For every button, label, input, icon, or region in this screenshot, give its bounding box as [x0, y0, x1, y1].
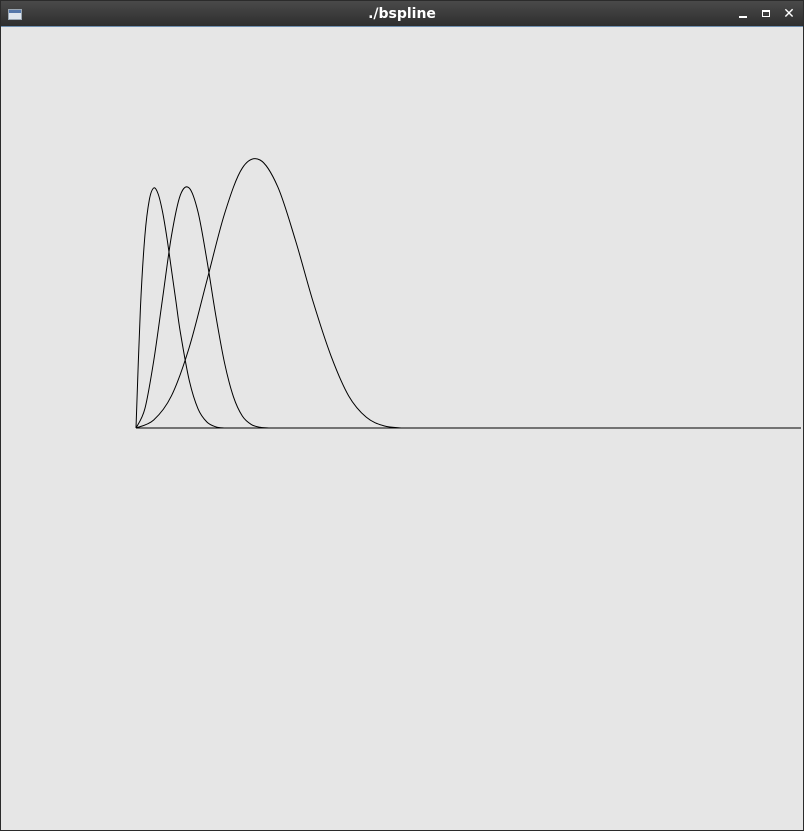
- basis-curve-2: [135, 186, 269, 429]
- bspline-plot: [135, 158, 801, 429]
- minimize-icon: [739, 16, 747, 18]
- maximize-icon: [762, 10, 770, 17]
- title-bar[interactable]: ./bspline ✕: [1, 1, 803, 27]
- window-app-icon[interactable]: [8, 9, 22, 20]
- basis-curve-3: [135, 158, 402, 429]
- window-title: ./bspline: [368, 6, 436, 22]
- drawing-canvas[interactable]: [1, 27, 803, 830]
- close-button[interactable]: ✕: [780, 5, 798, 23]
- minimize-button[interactable]: [734, 5, 752, 23]
- maximize-button[interactable]: [757, 5, 775, 23]
- basis-curve-1: [135, 187, 225, 429]
- close-icon: ✕: [783, 6, 795, 22]
